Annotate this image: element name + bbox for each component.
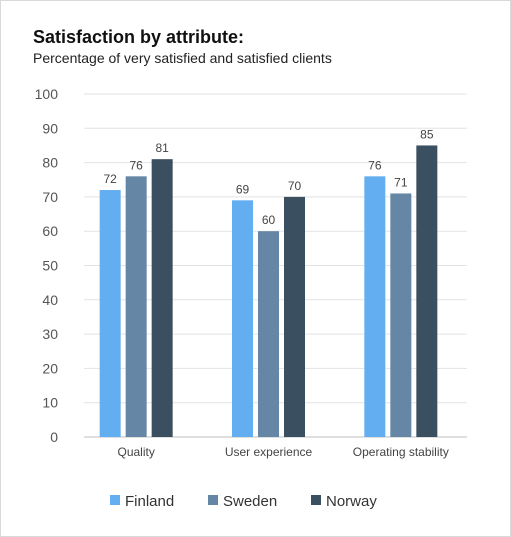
legend-label-finland: Finland [125, 493, 174, 510]
legend-swatch-norway [311, 495, 321, 505]
bar-finland [364, 176, 386, 437]
data-label: 60 [262, 213, 276, 227]
bar-sweden [258, 231, 279, 437]
y-tick-label: 60 [42, 223, 58, 239]
data-label: 70 [288, 179, 302, 193]
x-tick-label: Quality [117, 445, 154, 459]
y-tick-label: 50 [42, 258, 58, 274]
y-tick-label: 40 [42, 292, 58, 308]
data-label: 72 [103, 172, 117, 186]
bar-norway [151, 159, 173, 438]
x-tick-label: Operating stability [353, 445, 449, 459]
data-labels: 72 76 81 69 60 70 76 71 85 [103, 127, 433, 227]
y-tick-label: 20 [42, 360, 58, 376]
y-tick-label: 70 [42, 189, 58, 205]
legend-swatch-finland [110, 495, 120, 505]
data-label: 71 [394, 175, 408, 189]
data-label: 69 [236, 182, 250, 196]
bar-sweden [390, 193, 412, 437]
bar-norway [284, 196, 305, 437]
bar-finland [232, 200, 253, 437]
data-label: 76 [368, 158, 382, 172]
y-tick-label: 100 [35, 86, 59, 102]
bar-norway [416, 145, 438, 437]
legend-label-sweden: Sweden [223, 493, 277, 510]
y-tick-label: 90 [42, 120, 58, 136]
bars [99, 145, 438, 438]
x-tick-label: User experience [225, 445, 313, 459]
bar-sweden [125, 176, 147, 437]
data-label: 85 [420, 127, 434, 141]
legend-label-norway: Norway [326, 493, 377, 510]
legend: Finland Sweden Norway [110, 493, 377, 510]
y-tick-label: 10 [42, 395, 58, 411]
legend-swatch-sweden [208, 495, 218, 505]
y-axis: 0 10 20 30 40 50 60 70 80 90 100 [35, 86, 59, 445]
y-tick-label: 30 [42, 326, 58, 342]
chart-subtitle: Percentage of very satisfied and satisfi… [33, 50, 332, 66]
y-tick-label: 80 [42, 155, 58, 171]
bar-finland [99, 190, 121, 437]
y-tick-label: 0 [50, 429, 58, 445]
data-label: 76 [129, 158, 143, 172]
data-label: 81 [155, 141, 169, 155]
x-axis: Quality User experience Operating stabilit… [117, 445, 448, 459]
chart-title: Satisfaction by attribute: [33, 27, 245, 47]
